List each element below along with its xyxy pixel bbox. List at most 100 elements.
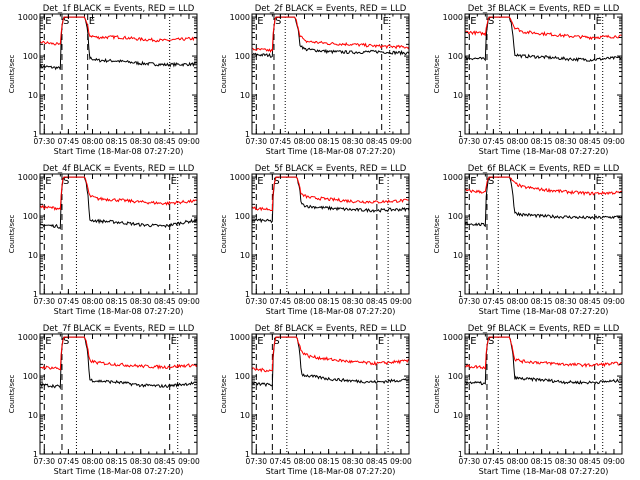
y-tick-label: 1000	[443, 13, 463, 22]
x-tick-label: 08:15	[531, 457, 553, 466]
series-line-lld	[465, 336, 622, 370]
y-axis-label: Counts/sec	[8, 215, 16, 254]
x-tick-label: 08:15	[106, 457, 128, 466]
y-axis-label: Counts/sec	[433, 215, 441, 254]
x-tick-label: 08:15	[318, 457, 340, 466]
y-tick-label: 1	[33, 290, 38, 299]
y-tick-label: 1000	[230, 13, 250, 22]
y-axis-label: Counts/sec	[220, 375, 228, 414]
panel-title: Det_4f BLACK = Events, RED = LLD	[43, 164, 195, 174]
series-line-lld	[252, 16, 409, 53]
x-tick-label: 08:15	[106, 137, 128, 146]
x-tick-label: 07:30	[33, 297, 55, 306]
x-axis-label: Start Time (18-Mar-08 07:27:20)	[54, 307, 184, 316]
marker-label: S	[488, 176, 494, 187]
series-line-lld	[465, 176, 622, 197]
x-tick-label: 09:00	[178, 137, 200, 146]
x-tick-label: 07:45	[270, 137, 292, 146]
x-axis-label: Start Time (18-Mar-08 07:27:20)	[54, 467, 184, 476]
y-tick-label: 1	[458, 290, 463, 299]
detector-panel-6: Det_6f BLACK = Events, RED = LLD E S E 1 10 10…	[433, 164, 625, 316]
marker-label: E	[171, 336, 177, 347]
x-tick-label: 08:00	[82, 297, 104, 306]
y-tick-label: 10	[240, 251, 250, 260]
y-tick-label: 100	[448, 372, 463, 381]
x-tick-label: 07:45	[483, 457, 505, 466]
marker-label: E	[257, 336, 263, 347]
marker-label: S	[273, 336, 279, 347]
marker-label: S	[275, 16, 281, 27]
x-tick-label: 07:45	[270, 457, 292, 466]
panel-title: Det_5f BLACK = Events, RED = LLD	[255, 164, 407, 174]
x-tick-label: 07:30	[245, 457, 267, 466]
marker-label: E	[378, 336, 384, 347]
x-tick-label: 09:00	[390, 457, 412, 466]
series-line-lld	[40, 336, 197, 371]
x-tick-label: 08:00	[507, 457, 529, 466]
x-tick-label: 08:15	[106, 297, 128, 306]
plot-frame	[39, 333, 198, 455]
y-tick-label: 10	[240, 411, 250, 420]
y-tick-label: 10	[240, 91, 250, 100]
x-tick-label: 08:30	[342, 457, 364, 466]
y-axis-label: Counts/sec	[433, 55, 441, 94]
x-tick-label: 07:30	[458, 137, 480, 146]
x-tick-label: 08:30	[130, 457, 152, 466]
y-tick-label: 1	[245, 290, 250, 299]
x-axis-label: Start Time (18-Mar-08 07:27:20)	[266, 307, 396, 316]
y-tick-label: 1	[33, 130, 38, 139]
y-tick-label: 1	[458, 450, 463, 459]
x-tick-label: 08:30	[342, 297, 364, 306]
x-tick-label: 08:15	[531, 137, 553, 146]
x-tick-label: 07:30	[458, 457, 480, 466]
x-tick-label: 07:30	[458, 297, 480, 306]
y-tick-label: 100	[235, 212, 250, 221]
x-axis-label: Start Time (18-Mar-08 07:27:20)	[266, 467, 396, 476]
x-tick-label: 08:00	[507, 137, 529, 146]
y-tick-label: 1000	[18, 333, 38, 342]
marker-label: E	[89, 16, 95, 27]
marker-label: E	[257, 176, 263, 187]
plot-frame	[464, 333, 623, 455]
x-tick-label: 09:00	[603, 457, 625, 466]
x-tick-label: 09:00	[390, 297, 412, 306]
y-tick-label: 100	[23, 52, 38, 61]
x-tick-label: 08:45	[154, 137, 176, 146]
x-tick-label: 07:30	[33, 137, 55, 146]
marker-label: S	[63, 16, 69, 27]
marker-label: E	[45, 336, 51, 347]
detector-panel-2: Det_2f BLACK = Events, RED = LLD E S E 1 10 10…	[220, 4, 412, 156]
y-tick-label: 100	[23, 372, 38, 381]
y-tick-label: 10	[28, 411, 38, 420]
marker-label: E	[45, 16, 51, 27]
series-line-lld	[40, 16, 197, 46]
x-tick-label: 07:45	[270, 297, 292, 306]
panel-title: Det_9f BLACK = Events, RED = LLD	[468, 324, 620, 334]
x-axis-label: Start Time (18-Mar-08 07:27:20)	[479, 147, 609, 156]
y-tick-label: 1000	[18, 13, 38, 22]
x-tick-label: 08:15	[531, 297, 553, 306]
y-tick-label: 1	[458, 130, 463, 139]
plot-frame	[251, 173, 410, 295]
x-tick-label: 07:45	[58, 137, 80, 146]
x-tick-label: 08:00	[294, 297, 316, 306]
plot-frame	[464, 173, 623, 295]
marker-label: E	[383, 16, 389, 27]
detector-panel-7: Det_7f BLACK = Events, RED = LLD E S E 1 10 10…	[8, 324, 200, 476]
y-tick-label: 100	[235, 52, 250, 61]
plot-frame	[39, 13, 198, 135]
x-tick-label: 07:45	[483, 297, 505, 306]
x-tick-label: 09:00	[390, 137, 412, 146]
y-tick-label: 10	[28, 251, 38, 260]
x-tick-label: 08:00	[294, 457, 316, 466]
y-axis-label: Counts/sec	[220, 215, 228, 254]
marker-label: E	[596, 176, 602, 187]
marker-label: S	[488, 336, 494, 347]
marker-label: E	[470, 16, 476, 27]
detector-panel-4: Det_4f BLACK = Events, RED = LLD E S E 1 10 10…	[8, 164, 200, 316]
x-tick-label: 07:30	[33, 457, 55, 466]
y-tick-label: 100	[448, 52, 463, 61]
x-tick-label: 07:30	[245, 137, 267, 146]
x-tick-label: 08:00	[507, 297, 529, 306]
marker-label: E	[596, 336, 602, 347]
